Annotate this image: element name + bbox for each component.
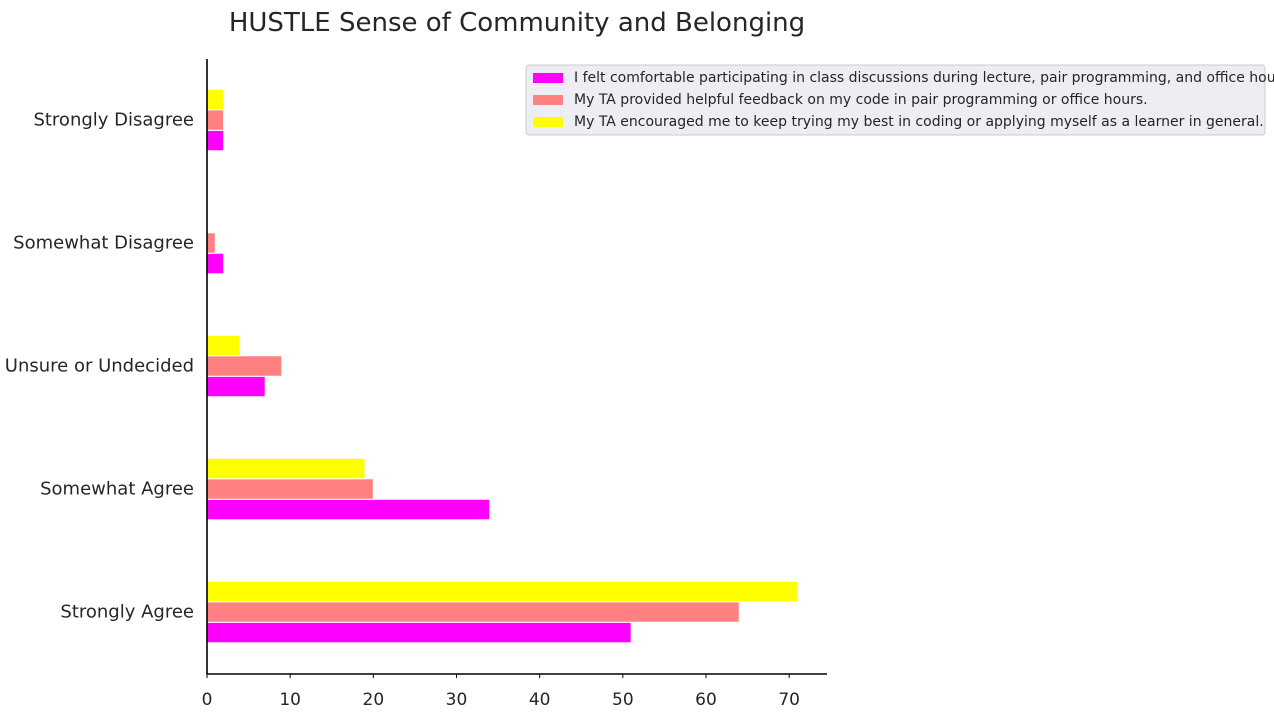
- legend-swatch: [533, 95, 563, 105]
- bar: [206, 580, 798, 603]
- x-tick-label: 30: [446, 690, 468, 710]
- bars-group: [206, 88, 798, 644]
- category-label: Strongly Agree: [60, 602, 194, 623]
- x-tick-label: 50: [612, 690, 634, 710]
- x-tick-label: 40: [529, 690, 551, 710]
- x-tick-label: 60: [695, 690, 717, 710]
- x-tick-label: 0: [202, 690, 213, 710]
- bar: [206, 498, 491, 521]
- legend-label: My TA encouraged me to keep trying my be…: [574, 114, 1264, 130]
- legend-frame: [525, 64, 1266, 136]
- x-tick-label: 10: [279, 690, 301, 710]
- bar: [206, 621, 632, 644]
- legend: I felt comfortable participating in clas…: [525, 64, 1274, 136]
- x-tick-label: 70: [778, 690, 800, 710]
- legend-swatch: [533, 73, 563, 83]
- legend-label: My TA provided helpful feedback on my co…: [574, 92, 1148, 108]
- bar: [206, 334, 241, 357]
- chart-title: HUSTLE Sense of Community and Belonging: [229, 8, 805, 38]
- bar: [206, 88, 225, 111]
- bar: [206, 601, 740, 623]
- bar: [206, 109, 225, 131]
- bar: [206, 457, 366, 480]
- bar: [206, 355, 283, 377]
- category-labels: Strongly Agree Somewhat Agree Unsure or Un…: [5, 110, 194, 623]
- category-label: Unsure or Undecided: [5, 356, 194, 377]
- x-tick-label: 20: [363, 690, 385, 710]
- category-label: Somewhat Agree: [40, 479, 194, 500]
- bar: [206, 375, 266, 398]
- x-axis-ticks: 0 10 20 30 40 50 60 70: [202, 674, 800, 710]
- legend-swatch: [533, 117, 563, 127]
- bar: [206, 129, 225, 152]
- legend-label: I felt comfortable participating in clas…: [574, 70, 1274, 86]
- category-label: Strongly Disagree: [33, 110, 194, 131]
- bar: [206, 232, 216, 254]
- category-label: Somewhat Disagree: [13, 233, 194, 254]
- bar: [206, 252, 225, 275]
- bar: [206, 478, 374, 500]
